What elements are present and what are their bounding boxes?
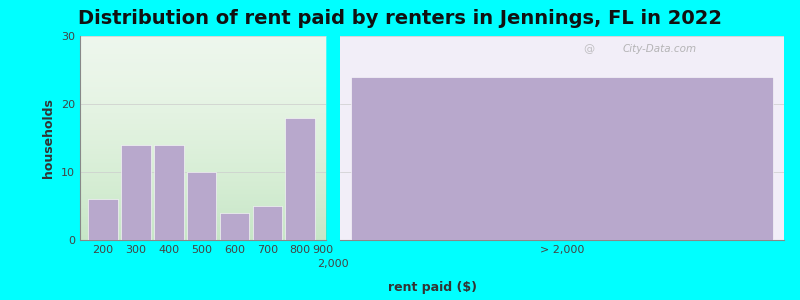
Text: City-Data.com: City-Data.com (622, 44, 697, 54)
Bar (121, 145, 150, 240)
Text: Distribution of rent paid by renters in Jennings, FL in 2022: Distribution of rent paid by renters in … (78, 9, 722, 28)
Text: 2,000: 2,000 (318, 259, 350, 269)
Bar (187, 172, 216, 240)
Bar (286, 118, 315, 240)
Text: rent paid ($): rent paid ($) (387, 281, 477, 295)
Bar (351, 77, 773, 240)
Bar (253, 206, 282, 240)
Text: @: @ (583, 44, 594, 54)
Bar (220, 213, 250, 240)
Y-axis label: households: households (42, 98, 55, 178)
Bar (88, 199, 118, 240)
Bar (154, 145, 183, 240)
